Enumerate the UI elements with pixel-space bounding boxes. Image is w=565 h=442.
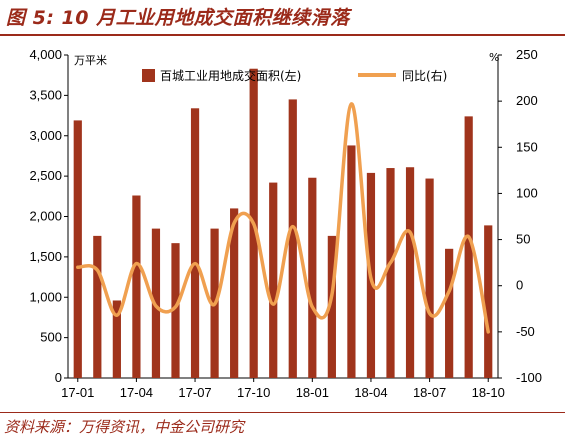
right-axis-unit: % <box>489 51 499 64</box>
bar <box>73 120 82 378</box>
left-axis-unit: 万平米 <box>74 54 107 67</box>
bar <box>464 116 473 379</box>
yoy-point <box>350 102 353 106</box>
yoy-point <box>252 222 255 226</box>
bar <box>269 182 278 378</box>
yoy-point <box>76 266 79 269</box>
bar <box>132 195 141 378</box>
figure-title: 图 5: 10 月工业用地成交面积继续滑落 <box>6 7 350 29</box>
yoy-point <box>447 290 451 293</box>
legend-swatch-bars <box>142 69 155 82</box>
bar <box>230 208 239 378</box>
x-tick-label: 18-04 <box>354 385 387 400</box>
yoy-point <box>272 302 275 306</box>
x-tick-label: 17-04 <box>120 385 153 400</box>
yoy-point <box>487 330 490 334</box>
source-note: 资料来源：万得资讯，中金公司研究 <box>4 418 245 436</box>
bar <box>327 235 336 378</box>
yoy-point <box>291 225 294 228</box>
right-tick-label: 250 <box>516 47 538 62</box>
left-tick-label: 1,500 <box>29 249 62 264</box>
left-tick-label: 2,000 <box>29 209 62 224</box>
yoy-point <box>408 230 412 234</box>
yoy-point <box>330 293 334 297</box>
left-tick-label: 2,500 <box>29 168 62 183</box>
yoy-point <box>174 305 177 309</box>
bar <box>386 168 395 378</box>
bar-series <box>73 68 493 379</box>
yoy-point <box>96 268 99 272</box>
bar <box>171 243 180 378</box>
yoy-point <box>428 312 431 315</box>
left-tick-label: 1,000 <box>29 289 62 304</box>
title-rule <box>0 34 565 36</box>
legend: 百城工业用地成交面积(左) 同比(右) <box>142 68 447 83</box>
bar <box>288 99 297 378</box>
tick-labels: 05001,0001,5002,0002,5003,0003,5004,000-… <box>29 47 542 400</box>
source-rule <box>0 412 565 413</box>
left-tick-label: 4,000 <box>29 47 62 62</box>
left-tick-label: 0 <box>55 370 62 385</box>
bar <box>425 178 434 378</box>
right-tick-label: 0 <box>516 278 523 293</box>
x-tick-label: 18-01 <box>296 385 329 400</box>
bar <box>405 167 415 378</box>
yoy-point <box>389 261 392 264</box>
bar <box>347 145 356 378</box>
right-tick-label: -100 <box>516 370 542 385</box>
yoy-point <box>369 277 373 280</box>
yoy-point <box>193 262 197 265</box>
right-tick-label: 200 <box>516 93 538 108</box>
bar <box>190 108 200 379</box>
left-tick-label: 3,500 <box>29 87 62 102</box>
chart: 05001,0001,5002,0002,5003,0003,5004,000-… <box>29 47 542 400</box>
bar <box>484 225 493 378</box>
yoy-point <box>213 302 216 306</box>
legend-label-line: 同比(右) <box>402 68 447 83</box>
right-tick-label: 150 <box>516 139 538 154</box>
x-tick-label: 17-01 <box>61 385 94 400</box>
axes <box>64 54 502 382</box>
x-tick-label: 18-07 <box>413 385 446 400</box>
line-series <box>76 102 490 334</box>
yoy-point <box>154 304 158 308</box>
x-tick-label: 17-07 <box>178 385 211 400</box>
yoy-point <box>115 314 119 317</box>
left-tick-label: 3,000 <box>29 128 62 143</box>
x-tick-label: 18-10 <box>472 385 505 400</box>
bar <box>308 177 317 378</box>
yoy-point <box>135 262 138 265</box>
right-tick-label: -50 <box>516 324 535 339</box>
yoy-point <box>467 235 470 239</box>
x-tick-label: 17-10 <box>237 385 270 400</box>
left-tick-label: 500 <box>40 330 62 345</box>
bar <box>445 248 454 378</box>
bar <box>112 300 121 378</box>
legend-label-bars: 百城工业用地成交面积(左) <box>160 68 301 83</box>
yoy-point <box>232 221 236 225</box>
bar <box>93 235 102 378</box>
right-tick-label: 50 <box>516 232 530 247</box>
yoy-point <box>311 305 314 309</box>
right-tick-label: 100 <box>516 185 538 200</box>
